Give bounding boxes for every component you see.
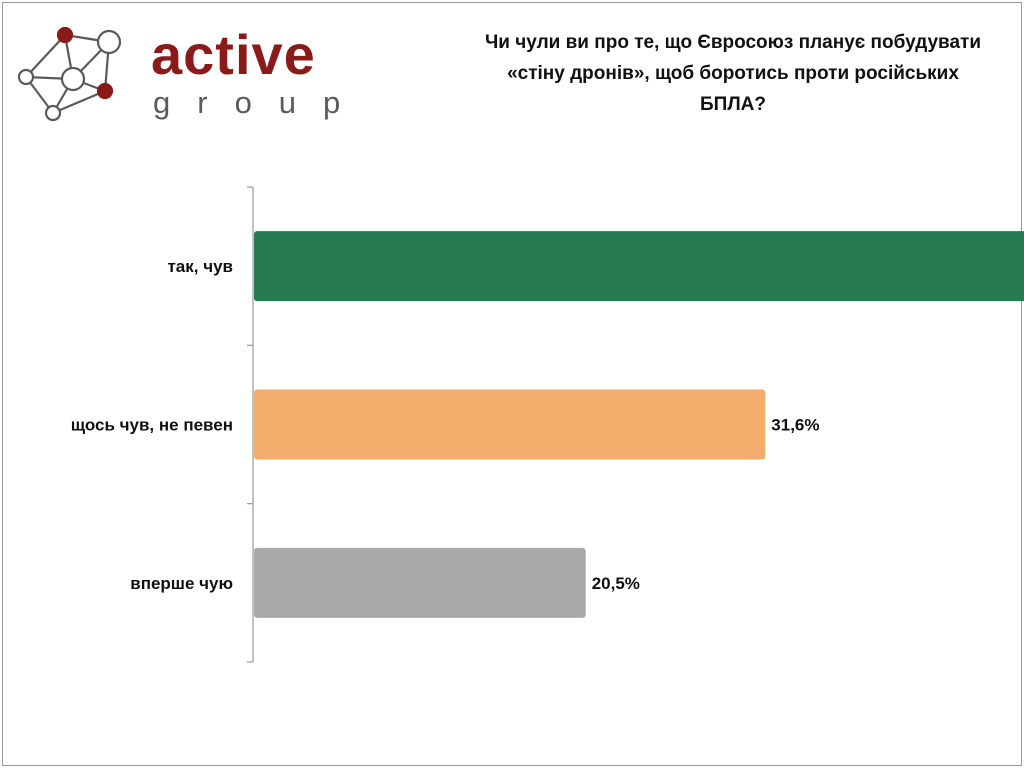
category-label: щось чув, не певен [71, 416, 233, 435]
logo-wordmark: active [151, 23, 316, 86]
network-logo-icon [17, 26, 122, 122]
bar-3 [254, 547, 586, 618]
bar-2 [254, 389, 766, 460]
category-label: так, чув [167, 257, 233, 276]
category-label: вперше чую [130, 574, 233, 593]
data-label: 31,6% [771, 416, 819, 435]
bar-1 [254, 231, 1024, 302]
logo-subword: group [153, 85, 368, 120]
active-group-logo: active group [13, 17, 343, 127]
data-label: 20,5% [592, 574, 640, 593]
chart-title: Чи чули ви про те, що Євросоюз планує по… [484, 32, 982, 115]
